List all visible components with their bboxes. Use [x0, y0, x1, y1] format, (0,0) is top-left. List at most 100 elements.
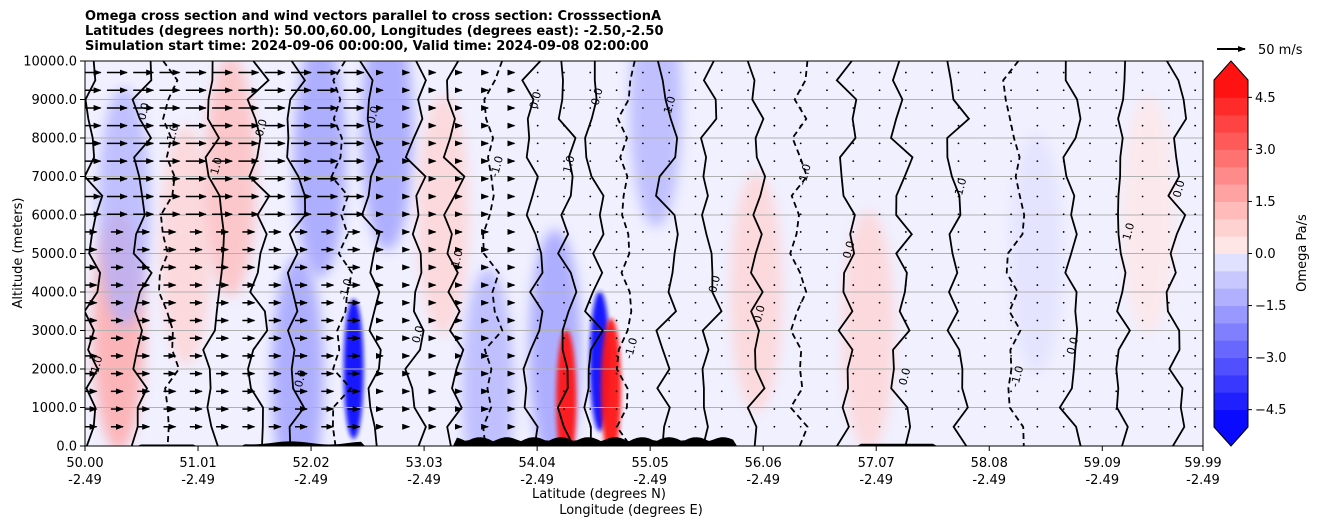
wind-vector-713: [957, 71, 960, 74]
wind-vector-871: [1167, 248, 1170, 251]
chart-title-line-3: Simulation start time: 2024-09-06 00:00:…: [85, 39, 649, 54]
wind-vector-514: [720, 248, 723, 251]
y-tick-label-10: 10000.0: [23, 55, 77, 70]
wind-vector-783: [1062, 319, 1065, 322]
contour-label-13: 0.0: [589, 87, 606, 107]
wind-vector-453: [641, 213, 644, 216]
contour-label-12: 1.0: [561, 154, 578, 174]
wind-vector-462: [668, 425, 671, 428]
colorbar-tick-label-1: −3.0: [1255, 351, 1287, 366]
contour-line-14: [615, 61, 636, 446]
wind-vector-670: [904, 89, 907, 92]
wind-vector-739: [1010, 355, 1012, 357]
wind-vector-881: [1167, 71, 1170, 74]
wind-vector-803: [1089, 337, 1091, 340]
wind-vector-425: [615, 337, 618, 340]
wind-vector-622: [852, 195, 855, 198]
wind-vector-441: [641, 425, 644, 428]
wind-vectors: [85, 69, 1197, 430]
wind-vector-500: [694, 124, 697, 127]
reference-vector-key: 50 m/s: [1217, 43, 1303, 58]
colorbar-band-6: [1214, 305, 1248, 324]
wind-vector-721: [983, 301, 986, 304]
wind-vector-812: [1089, 177, 1091, 180]
wind-vector-389: [563, 231, 565, 233]
wind-vector-637: [878, 301, 881, 304]
wind-vector-491: [694, 284, 697, 286]
y-tick-label-5: 5000.0: [32, 247, 78, 262]
wind-vector-820: [1115, 408, 1118, 410]
wind-vector-688: [931, 142, 934, 145]
wind-vector-625: [852, 142, 855, 145]
wind-vector-696: [957, 372, 960, 375]
wind-vector-756: [1036, 425, 1039, 428]
wind-vector-860: [1141, 71, 1144, 74]
wind-vector-786: [1062, 266, 1065, 269]
wind-vector-892: [1194, 248, 1197, 251]
wind-vector-397: [563, 89, 565, 92]
wind-vector-870: [1167, 266, 1170, 269]
wind-vector-854: [1141, 177, 1144, 180]
contour-label-11: 0.0: [527, 90, 544, 110]
wind-vector-819: [1115, 425, 1118, 428]
wind-vector-811: [1089, 195, 1091, 198]
wind-vector-488: [694, 337, 697, 340]
wind-vector-591: [826, 372, 828, 375]
wind-vector-643: [878, 195, 881, 198]
wind-vector-719: [983, 337, 986, 340]
wind-vector-700: [957, 301, 960, 304]
wind-vector-648: [878, 107, 881, 109]
wind-vector-388: [563, 248, 565, 251]
wind-vector-666: [904, 160, 907, 163]
x-tick-label-lon-3: -2.49: [407, 473, 441, 488]
y-axis: 0.0 1000.0 2000.0 3000.0 4000.0 5000.0 6000.0 7…: [23, 55, 85, 455]
wind-vector-399: [589, 425, 592, 428]
wind-vector-498: [694, 160, 697, 163]
wind-vector-738: [1010, 372, 1012, 375]
wind-vector-372: [536, 160, 539, 163]
wind-vector-656: [904, 337, 907, 340]
wind-vector-549: [773, 372, 776, 375]
wind-vector-654: [904, 372, 907, 375]
wind-vector-821: [1115, 390, 1118, 393]
colorbar-tick-label-4: 1.5: [1255, 195, 1276, 210]
wind-vector-822: [1115, 372, 1118, 375]
wind-vector-548: [773, 390, 776, 393]
wind-vector-553: [773, 301, 776, 304]
wind-vector-411: [589, 213, 592, 216]
wind-vector-823: [1115, 355, 1118, 357]
wind-vector-403: [589, 355, 592, 357]
wind-vector-586: [799, 89, 802, 92]
wind-vector-471: [668, 266, 671, 269]
wind-vector-543: [747, 107, 749, 109]
wind-vector-796: [1062, 89, 1065, 92]
wind-vector-629: [852, 71, 855, 74]
wind-vector-754: [1010, 89, 1012, 92]
contour-line-21: [946, 61, 971, 446]
wind-vector-468: [668, 319, 671, 322]
wind-vector-533: [747, 284, 749, 286]
wind-vector-827: [1115, 284, 1118, 286]
wind-vector-726: [983, 213, 986, 216]
wind-vector-598: [826, 248, 828, 251]
contour-line-10: [482, 61, 504, 446]
wind-vector-749: [1010, 177, 1012, 180]
wind-vector-662: [904, 231, 907, 233]
wind-vector-589: [826, 408, 828, 410]
y-tick-label-0: 0.0: [56, 440, 77, 455]
contour-label-21: 1.0: [952, 177, 969, 197]
wind-vector-755: [1010, 71, 1012, 74]
wind-vector-661: [904, 248, 907, 251]
wind-vector-368: [536, 231, 539, 233]
y-axis-label: Altitude (meters): [11, 198, 26, 309]
wind-vector-644: [878, 177, 881, 180]
wind-vector-504: [720, 425, 723, 428]
wind-vector-885: [1194, 372, 1197, 375]
wind-vector-856: [1141, 142, 1144, 145]
wind-vector-836: [1115, 124, 1118, 127]
wind-vector-530: [747, 337, 749, 340]
wind-vector-692: [931, 71, 934, 74]
contour-line-20: [889, 61, 914, 446]
wind-vector-720: [983, 319, 986, 322]
